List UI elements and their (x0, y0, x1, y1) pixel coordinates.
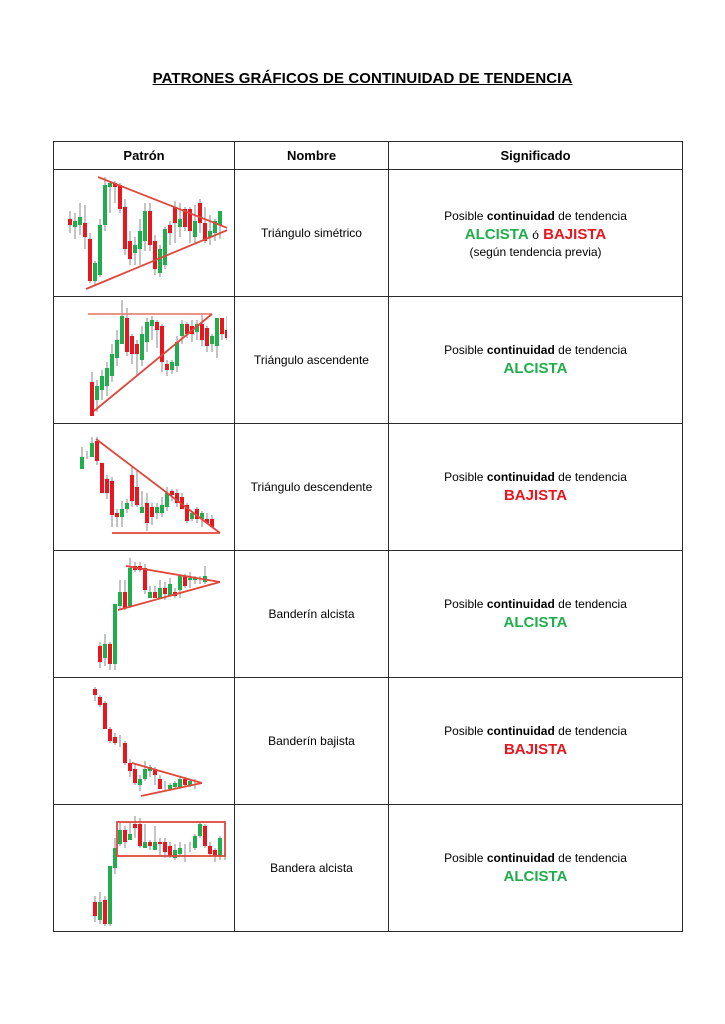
bullish-flag-chart-icon (92, 816, 226, 926)
signal-bearish: BAJISTA (503, 741, 568, 758)
pattern-name: Banderín alcista (234, 550, 389, 678)
meaning-prefix: Posible (444, 597, 487, 611)
ascending-triangle-chart-icon (87, 300, 227, 416)
pattern-meaning: Posible continuidad de tendencia BAJISTA (388, 423, 683, 551)
pattern-meaning: Posible continuidad de tendencia ALCISTA… (388, 169, 683, 297)
signal-bullish: ALCISTA (503, 868, 568, 885)
meaning-suffix: de tendencia (554, 724, 627, 738)
meaning-prefix: Posible (444, 470, 487, 484)
pattern-cell (53, 296, 235, 424)
pattern-name: Banderín bajista (234, 677, 389, 805)
bullish-pennant-chart-icon (97, 558, 220, 670)
pattern-cell (53, 169, 235, 297)
meaning-note: (según tendencia previa) (469, 245, 602, 259)
pattern-cell (53, 550, 235, 678)
signal-bullish: ALCISTA (503, 360, 568, 377)
pattern-cell (53, 804, 235, 932)
meaning-suffix: de tendencia (554, 209, 627, 223)
pattern-meaning: Posible continuidad de tendencia BAJISTA (388, 677, 683, 805)
header-pattern: Patrón (53, 141, 235, 170)
signal-bearish: BAJISTA (543, 226, 607, 243)
meaning-bold: continuidad (486, 343, 555, 357)
meaning-prefix: Posible (444, 851, 487, 865)
meaning-suffix: de tendencia (554, 851, 627, 865)
pattern-name: Bandera alcista (234, 804, 389, 932)
meaning-bold: continuidad (486, 851, 555, 865)
signal-separator: ó (532, 228, 539, 242)
table-row: Triángulo descendente Posible continuida… (53, 423, 683, 551)
table-row: Banderín bajista Posible continuidad de … (53, 677, 683, 805)
table-row: Triángulo ascendente Posible continuidad… (53, 296, 683, 424)
meaning-suffix: de tendencia (554, 343, 627, 357)
meaning-bold: continuidad (486, 597, 555, 611)
meaning-prefix: Posible (444, 209, 487, 223)
table-row: Bandera alcista Posible continuidad de t… (53, 804, 683, 932)
meaning-bold: continuidad (486, 724, 555, 738)
signal-bullish: ALCISTA (464, 226, 529, 243)
meaning-bold: continuidad (486, 209, 555, 223)
table-row: Triángulo simétrico Posible continuidad … (53, 169, 683, 297)
meaning-prefix: Posible (444, 724, 487, 738)
table-header-row: Patrón Nombre Significado (53, 141, 683, 170)
symmetric-triangle-chart-icon (67, 176, 227, 290)
page-title: PATRONES GRÁFICOS DE CONTINUIDAD DE TEND… (152, 70, 573, 87)
bearish-pennant-chart-icon (92, 687, 202, 797)
pattern-cell (53, 423, 235, 551)
table-row: Banderín alcista Posible continuidad de … (53, 550, 683, 678)
pattern-name: Triángulo simétrico (234, 169, 389, 297)
pattern-name: Triángulo ascendente (234, 296, 389, 424)
signal-bullish: ALCISTA (503, 614, 568, 631)
pattern-meaning: Posible continuidad de tendencia ALCISTA (388, 804, 683, 932)
header-name: Nombre (234, 141, 389, 170)
header-meaning: Significado (388, 141, 683, 170)
patterns-table: Patrón Nombre Significado (53, 141, 683, 932)
signal-bearish: BAJISTA (503, 487, 568, 504)
meaning-prefix: Posible (444, 343, 487, 357)
pattern-cell (53, 677, 235, 805)
meaning-bold: continuidad (486, 470, 555, 484)
meaning-suffix: de tendencia (554, 470, 627, 484)
descending-triangle-chart-icon (79, 437, 221, 534)
pattern-meaning: Posible continuidad de tendencia ALCISTA (388, 550, 683, 678)
meaning-suffix: de tendencia (554, 597, 627, 611)
pattern-meaning: Posible continuidad de tendencia ALCISTA (388, 296, 683, 424)
pattern-name: Triángulo descendente (234, 423, 389, 551)
